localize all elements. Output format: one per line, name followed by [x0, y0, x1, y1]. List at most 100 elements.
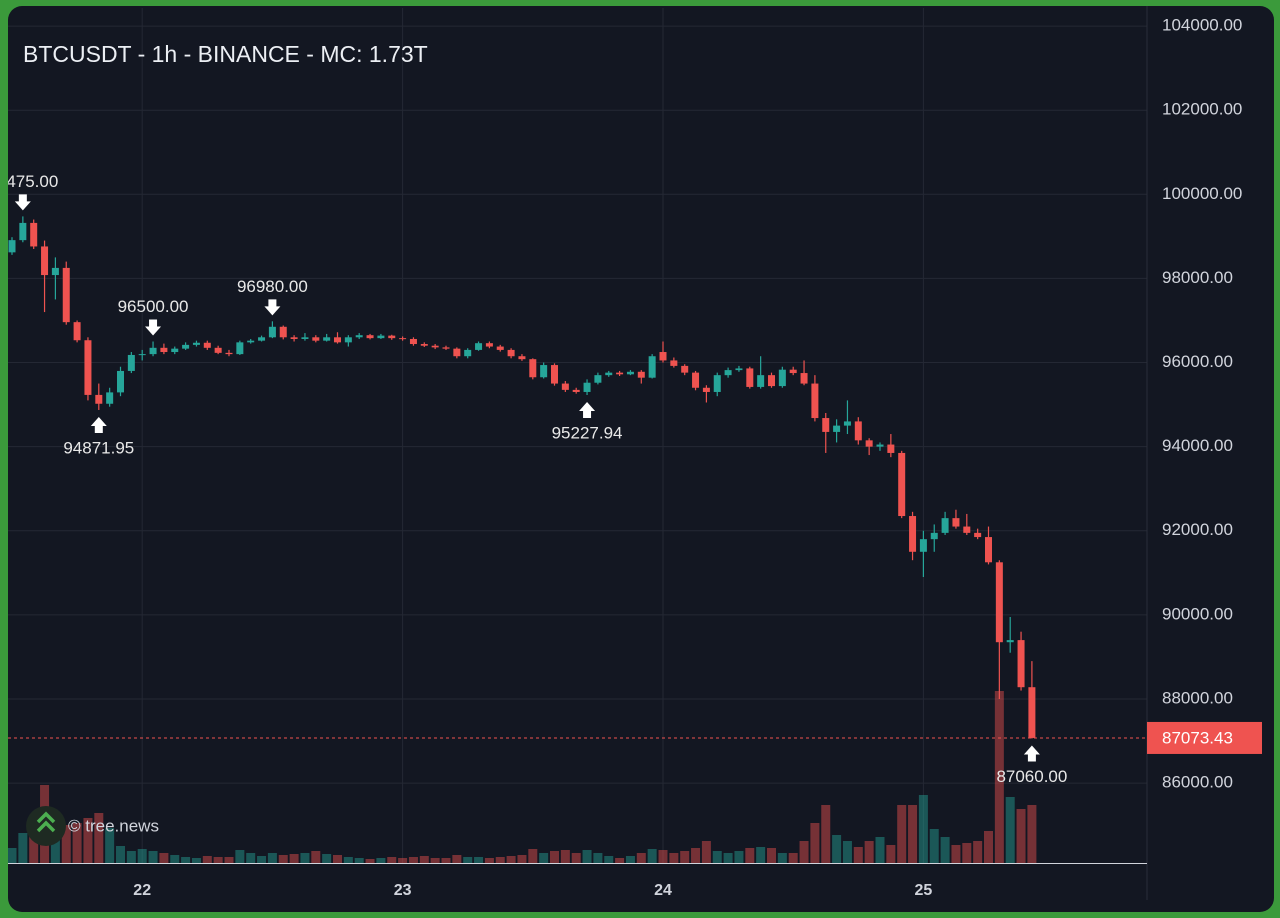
volume-bar — [289, 854, 299, 863]
volume-bar — [300, 853, 310, 863]
candle-body — [1006, 640, 1014, 643]
candle-body — [626, 371, 634, 375]
volume-bar — [886, 845, 896, 863]
candle-body — [485, 343, 493, 347]
volume-bar — [506, 856, 516, 863]
volume-bar — [799, 841, 809, 863]
candle-body — [312, 337, 320, 341]
candle-body — [757, 375, 765, 387]
volume-bar — [875, 837, 885, 863]
volume-bar — [408, 857, 418, 863]
watermark: © tree.news — [26, 806, 159, 846]
volume-bar — [994, 691, 1004, 863]
volume-bar — [181, 857, 191, 863]
volume-bar — [918, 795, 928, 863]
candle-body — [713, 375, 721, 392]
volume-bar — [593, 853, 603, 863]
candle-body — [182, 344, 190, 349]
y-tick-label: 100000.00 — [1162, 184, 1242, 203]
candle-body — [811, 383, 819, 419]
volume-bar — [8, 848, 17, 863]
volume-bar — [246, 853, 256, 863]
volume-bar — [701, 841, 711, 863]
volume-bar — [213, 857, 223, 863]
volume-bar — [105, 828, 115, 863]
volume-bar — [235, 850, 245, 863]
volume-bar — [691, 848, 701, 863]
y-tick-label: 94000.00 — [1162, 436, 1233, 455]
candle-body — [95, 394, 103, 404]
volume-bar — [560, 850, 570, 863]
volume-bar — [116, 846, 125, 863]
y-tick-label: 90000.00 — [1162, 604, 1233, 623]
last-price-box — [1147, 721, 1262, 754]
candle-body — [724, 370, 732, 376]
candle-body — [778, 369, 786, 387]
volume-bar — [83, 818, 93, 863]
y-tick-label: 104000.00 — [1162, 16, 1242, 35]
annotation-arrow — [145, 319, 162, 336]
volume-bar — [929, 829, 939, 863]
candle-body — [865, 440, 873, 447]
volume-bar — [159, 853, 169, 863]
volume-bar — [962, 843, 972, 863]
annotation-arrow — [579, 402, 596, 419]
candle-body — [30, 222, 38, 247]
volume-bar — [908, 805, 918, 863]
candle-body — [301, 337, 309, 339]
volume-bar — [539, 853, 549, 863]
watermark-logo — [26, 806, 66, 846]
candle-body — [192, 342, 200, 345]
x-tick-label: 24 — [654, 882, 672, 899]
volume-bar — [452, 855, 462, 863]
candle-body — [507, 349, 515, 357]
candle-body — [887, 444, 895, 453]
candle-body — [160, 347, 168, 353]
volume-bar — [1005, 797, 1015, 863]
candle-body — [268, 326, 276, 338]
candle-body — [388, 335, 396, 339]
candle-body — [236, 342, 244, 355]
annotation-arrow — [1023, 745, 1040, 762]
y-tick-label: 98000.00 — [1162, 268, 1233, 287]
candle-body — [8, 240, 16, 253]
volume-bar — [322, 854, 332, 863]
candle-body — [789, 369, 797, 374]
volume-bar — [333, 855, 342, 863]
candle-body — [529, 359, 537, 378]
candle-body — [833, 425, 841, 432]
volume-bar — [712, 851, 722, 863]
candle-body — [822, 418, 830, 432]
candle-body — [138, 354, 146, 356]
volume-bar — [387, 857, 397, 863]
volume-bar — [821, 805, 831, 863]
candle-body — [746, 368, 754, 387]
candle-body — [876, 444, 884, 447]
volume-bar — [767, 848, 776, 863]
candle-body — [41, 246, 49, 276]
watermark-text: © tree.news — [68, 816, 159, 835]
volume-bar — [984, 831, 993, 863]
candle-body — [985, 537, 992, 563]
volume-bar — [170, 855, 180, 863]
annotation-label: 96980.00 — [237, 277, 308, 296]
annotation-label: 87060.00 — [996, 767, 1067, 786]
candle-body — [681, 365, 689, 373]
volume-bar — [365, 859, 375, 863]
candle-body — [583, 382, 591, 392]
candle-body — [702, 387, 710, 392]
volume-bar — [191, 858, 201, 863]
grid — [8, 8, 1147, 863]
volume-bar — [474, 857, 484, 863]
candle-body — [518, 356, 526, 360]
watermark-logo-arrows — [36, 811, 56, 833]
volume-bar — [1027, 805, 1037, 863]
x-tick-label: 25 — [915, 882, 933, 899]
volume-bar — [61, 825, 71, 863]
volume-bar — [311, 851, 321, 863]
volume-bar — [398, 858, 408, 863]
volume-bar — [615, 858, 625, 863]
candle-body — [214, 347, 222, 353]
